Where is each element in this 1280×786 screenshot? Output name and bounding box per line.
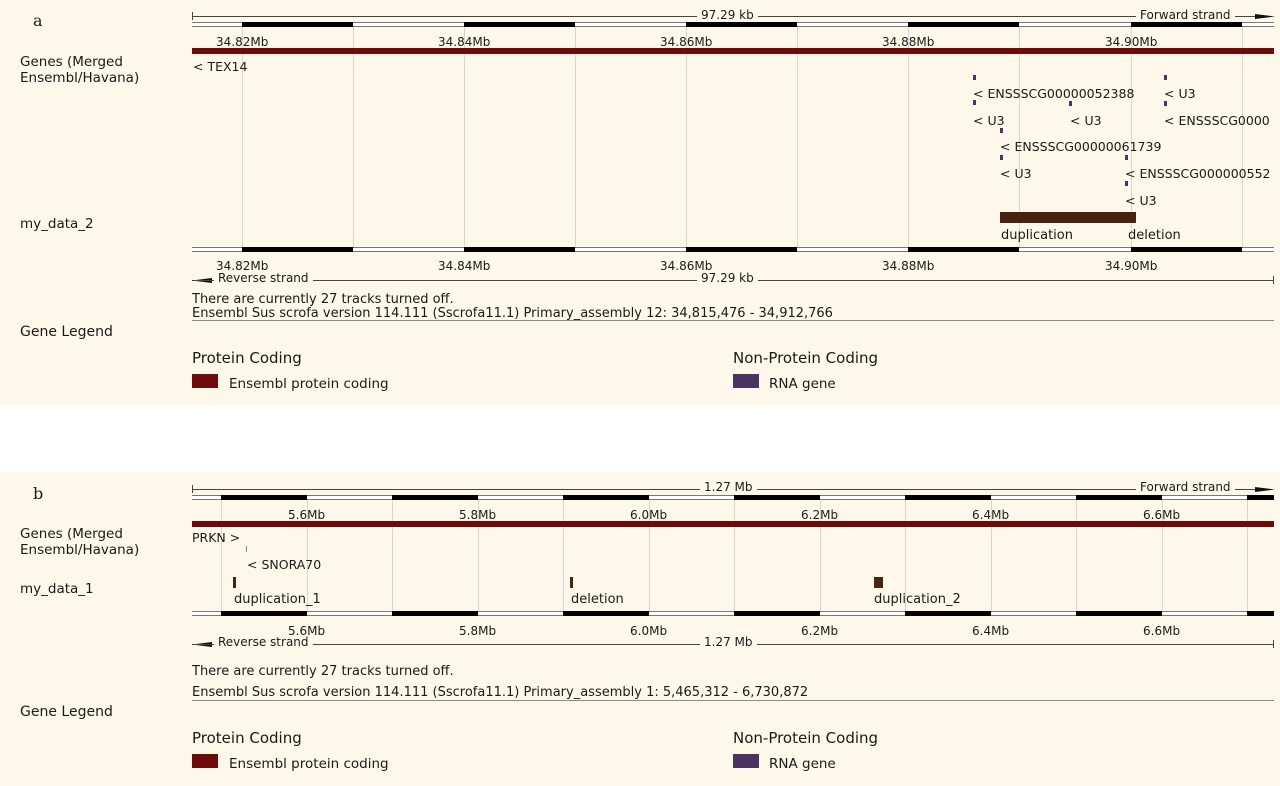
tick-label: 6.0Mb [630,508,668,522]
scale-label-bottom: 97.29 kb [697,271,758,285]
panel-label: a [33,11,43,30]
legend-item-rna-gene: RNA gene [769,756,836,772]
data-track-label: my_data_1 [20,581,94,597]
tick-label: 5.6Mb [288,624,326,638]
tick-label: 6.6Mb [1143,508,1181,522]
panel-b: b 1.27 Mb Forward strand 5.6Mb 5.8Mb 6.0… [0,472,1280,786]
feature-deletion[interactable] [570,577,573,588]
feature-label-duplication: duplication [1001,228,1073,243]
tick-label: 6.2Mb [801,508,839,522]
legend-item-protein-coding: Ensembl protein coding [229,376,389,392]
tracks-off-notice: There are currently 27 tracks turned off… [192,664,454,679]
panel-label: b [33,484,44,503]
tick-label: 34.84Mb [438,259,491,273]
gene-mark[interactable] [1125,155,1128,160]
tick-label: 34.82Mb [216,35,269,49]
scale-bar-right-cap [1273,640,1274,648]
feature-duplication-2[interactable] [874,577,883,588]
forward-strand-label: Forward strand [1136,8,1235,22]
gene-label-prkn[interactable]: PRKN > [192,530,241,545]
reverse-strand-label: Reverse strand [214,635,313,649]
gene-label-enssscg0000-truncated[interactable]: < ENSSSCG0000 [1164,113,1270,128]
tick-label: 34.88Mb [882,259,935,273]
tick-label: 34.86Mb [660,35,713,49]
tick-label: 6.6Mb [1143,624,1181,638]
tick-label: 5.8Mb [459,508,497,522]
feature-label-duplication-2: duplication_2 [874,592,961,607]
feature-label-deletion: deletion [571,592,624,607]
top-ruler [192,22,1274,27]
legend-item-rna-gene: RNA gene [769,376,836,392]
gene-label-u3[interactable]: < U3 [1125,193,1157,208]
legend-swatch-rna-gene [733,754,759,768]
gene-mark[interactable] [1069,101,1072,106]
gene-mark-snora70[interactable] [246,546,247,552]
gene-label-u3[interactable]: < U3 [1000,166,1032,181]
gene-mark[interactable] [1000,128,1003,133]
tick-label: 5.6Mb [288,508,326,522]
scale-label-top: 97.29 kb [697,8,758,22]
tick-label: 34.90Mb [1105,259,1158,273]
data-track-label: my_data_2 [20,216,94,232]
feature-label-deletion: deletion [1128,228,1181,243]
legend-heading-protein-coding: Protein Coding [192,349,302,367]
tick-label: 5.8Mb [459,624,497,638]
gene-label-u3[interactable]: < U3 [1070,113,1102,128]
tick-label: 6.4Mb [972,624,1010,638]
gene-legend-title: Gene Legend [20,704,113,720]
gene-label-tex14[interactable]: < TEX14 [193,59,248,74]
forward-strand-label: Forward strand [1136,480,1235,494]
gene-mark[interactable] [973,100,976,105]
gene-label-enssscg000000552-truncated[interactable]: < ENSSSCG000000552 [1125,166,1271,181]
feature-duplication-1[interactable] [233,577,236,588]
legend-swatch-protein-coding [192,374,218,388]
legend-heading-non-protein-coding: Non-Protein Coding [733,729,879,747]
top-ruler [192,495,1274,500]
forward-arrow-icon [1255,14,1275,19]
gene-label-enssscg00000052388[interactable]: < ENSSSCG00000052388 [973,86,1135,101]
gene-legend-title: Gene Legend [20,324,113,340]
legend-heading-protein-coding: Protein Coding [192,729,302,747]
tick-label: 34.88Mb [882,35,935,49]
scale-bar-right-cap [1273,276,1274,284]
reverse-strand-label: Reverse strand [214,271,313,285]
legend-item-protein-coding: Ensembl protein coding [229,756,389,772]
tick-label: 6.2Mb [801,624,839,638]
tick-label: 6.4Mb [972,508,1010,522]
gene-label-enssscg00000061739[interactable]: < ENSSSCG00000061739 [1000,139,1162,154]
tick-label: 34.82Mb [216,259,269,273]
legend-swatch-protein-coding [192,754,218,768]
legend-heading-non-protein-coding: Non-Protein Coding [733,349,879,367]
scale-label-top: 1.27 Mb [700,480,757,494]
gene-bar-prkn[interactable] [192,521,1274,527]
divider [192,320,1274,321]
tick-label: 6.0Mb [630,624,668,638]
gene-label-u3[interactable]: < U3 [973,113,1005,128]
tick-label: 34.90Mb [1105,35,1158,49]
gene-bar-tex14[interactable] [192,48,1274,54]
tick-label: 34.86Mb [660,259,713,273]
scale-label-bottom: 1.27 Mb [700,635,757,649]
assembly-info: Ensembl Sus scrofa version 114.111 (Sscr… [192,685,809,700]
gene-mark[interactable] [1164,101,1167,106]
assembly-info: Ensembl Sus scrofa version 114.111 (Sscr… [192,306,833,321]
bottom-ruler [192,247,1274,252]
legend-swatch-rna-gene [733,374,759,388]
genes-track-label: Genes (Merged Ensembl/Havana) [20,54,140,86]
gene-mark[interactable] [1125,181,1128,186]
feature-label-duplication-1: duplication_1 [234,592,321,607]
bottom-ruler [192,611,1274,616]
genes-track-label: Genes (Merged Ensembl/Havana) [20,526,140,558]
gene-mark[interactable] [973,75,976,80]
divider [192,700,1274,701]
gene-label-u3[interactable]: < U3 [1164,86,1196,101]
gene-label-snora70[interactable]: < SNORA70 [247,557,322,572]
forward-arrow-icon [1255,487,1275,492]
panel-a: a 97.29 kb Forward strand 34.82Mb 34.84M… [0,0,1280,406]
tick-label: 34.84Mb [438,35,491,49]
gene-mark[interactable] [1000,155,1003,160]
gene-mark[interactable] [1164,75,1167,80]
feature-duplication[interactable] [1000,212,1136,223]
tracks-off-notice: There are currently 27 tracks turned off… [192,292,454,307]
